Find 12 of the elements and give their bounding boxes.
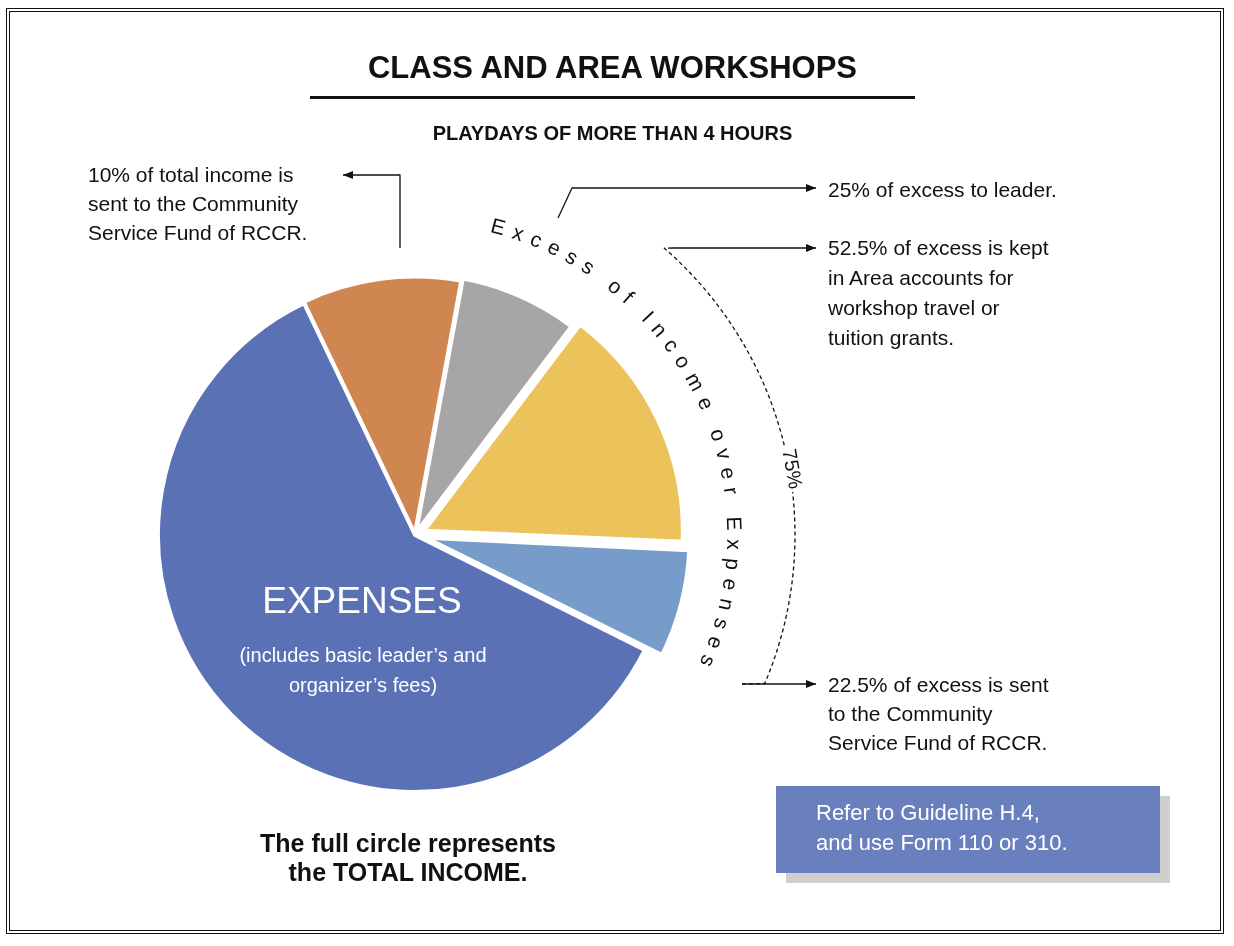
text: The full circle represents the TOTAL INCOME. [259, 829, 557, 887]
text: 75% [778, 447, 808, 491]
text: 25% of excess to leader. [828, 177, 1058, 203]
text: Refer to Guideline H.4, and use Form 110 or 310. [776, 786, 1160, 873]
chart-subtitle: PLAYDAYS OF MORE THAN 4 HOURS [431, 122, 794, 145]
slice-label: EXPENSES [261, 580, 463, 622]
text: 22.5% of excess is sent to the Community Service Fund of RCCR. [828, 672, 1050, 756]
text: 52.5% of excess is kept in Area accounts for workshop travel or tuition grants. [828, 235, 1050, 351]
chart-title: CLASS AND AREA WORKSHOPS [310, 50, 915, 99]
text: (includes basic leader’s and organizer’s fees) [238, 643, 488, 698]
text: Excess of Income over Expenses [488, 213, 747, 671]
slice-label: 10% of total income is sent to the Community Service Fund of RCCR. [88, 162, 309, 246]
